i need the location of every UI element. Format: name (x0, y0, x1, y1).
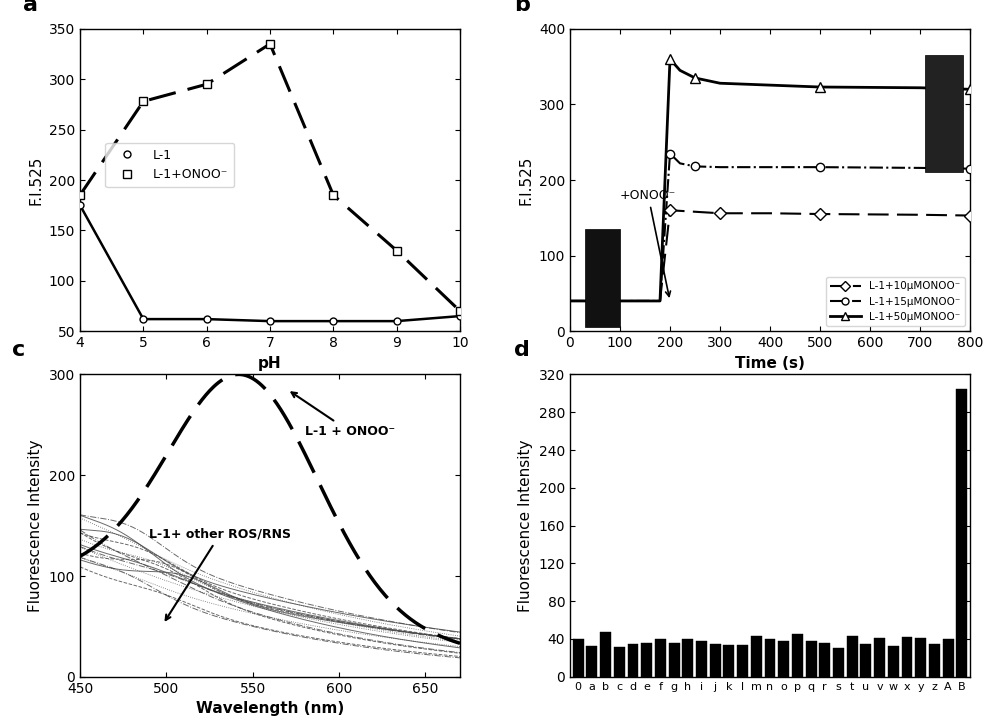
Bar (956, 389, 967, 677)
L-1+ONOO⁻ (327, 191, 339, 199)
Text: L-1 + ONOO⁻: L-1 + ONOO⁻ (292, 392, 395, 438)
Line: L-1+ONOO⁻: L-1+ONOO⁻ (76, 40, 464, 315)
Bar (573, 639, 584, 677)
Bar (847, 636, 858, 677)
L-1+ONOO⁻ (454, 307, 466, 315)
L-1 (264, 317, 276, 325)
Bar (915, 638, 926, 677)
Bar (585, 229, 620, 328)
L-1+ONOO⁻ (391, 246, 403, 255)
L-1 (391, 317, 403, 325)
Text: L-1+ other ROS/RNS: L-1+ other ROS/RNS (149, 528, 291, 620)
Bar (723, 644, 734, 677)
Bar (792, 634, 803, 677)
Y-axis label: F.I.525: F.I.525 (518, 156, 533, 204)
Text: c: c (12, 341, 25, 360)
Bar (874, 638, 885, 677)
Bar (628, 644, 638, 677)
Bar (778, 641, 789, 677)
Bar (925, 55, 962, 173)
Text: +ONOO⁻: +ONOO⁻ (620, 189, 676, 297)
Bar (888, 646, 899, 677)
X-axis label: Wavelength (nm): Wavelength (nm) (196, 701, 344, 716)
Y-axis label: Fluorescence Intensity: Fluorescence Intensity (518, 439, 533, 612)
X-axis label: pH: pH (258, 356, 282, 371)
Bar (833, 647, 844, 677)
Bar (902, 637, 912, 677)
Bar (819, 643, 830, 677)
Text: a: a (23, 0, 38, 14)
Legend: L-1, L-1+ONOO⁻: L-1, L-1+ONOO⁻ (105, 143, 234, 187)
Text: d: d (514, 341, 530, 360)
Bar (929, 644, 940, 677)
Bar (600, 632, 611, 677)
Bar (765, 639, 775, 677)
Bar (614, 647, 625, 677)
X-axis label: Time (s): Time (s) (735, 356, 805, 371)
L-1+ONOO⁻ (264, 40, 276, 48)
L-1 (201, 315, 213, 323)
L-1 (454, 312, 466, 320)
Legend: L-1+10μMONOO⁻, L-1+15μMONOO⁻, L-1+50μMONOO⁻: L-1+10μMONOO⁻, L-1+15μMONOO⁻, L-1+50μMON… (826, 277, 965, 326)
L-1 (137, 315, 149, 323)
Bar (696, 641, 707, 677)
Y-axis label: Fluorescence Intensity: Fluorescence Intensity (28, 439, 43, 612)
L-1 (74, 201, 86, 210)
Bar (682, 639, 693, 677)
Bar (860, 644, 871, 677)
Bar (655, 639, 666, 677)
L-1+ONOO⁻ (137, 97, 149, 106)
Bar (751, 636, 762, 677)
Bar (806, 641, 817, 677)
Bar (586, 646, 597, 677)
Bar (669, 643, 680, 677)
Bar (943, 639, 954, 677)
L-1+ONOO⁻ (74, 191, 86, 199)
Bar (710, 644, 721, 677)
Y-axis label: F.I.525: F.I.525 (28, 156, 43, 204)
Line: L-1: L-1 (77, 202, 463, 325)
L-1 (327, 317, 339, 325)
Text: b: b (514, 0, 530, 14)
Bar (641, 643, 652, 677)
L-1+ONOO⁻ (201, 80, 213, 89)
Bar (737, 644, 748, 677)
